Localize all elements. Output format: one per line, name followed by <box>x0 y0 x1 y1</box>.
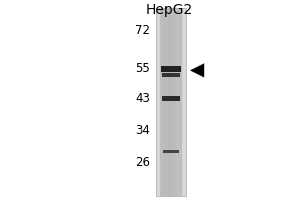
Bar <box>156 8 186 196</box>
Bar <box>162 96 180 100</box>
Polygon shape <box>190 64 204 77</box>
Text: 26: 26 <box>135 156 150 168</box>
Bar <box>161 66 181 72</box>
Bar <box>164 150 178 152</box>
Text: 72: 72 <box>135 24 150 38</box>
Text: 55: 55 <box>135 62 150 75</box>
Bar <box>160 8 182 196</box>
Text: 34: 34 <box>135 124 150 138</box>
Text: HepG2: HepG2 <box>146 3 193 17</box>
Bar <box>162 73 180 77</box>
Text: 43: 43 <box>135 92 150 104</box>
